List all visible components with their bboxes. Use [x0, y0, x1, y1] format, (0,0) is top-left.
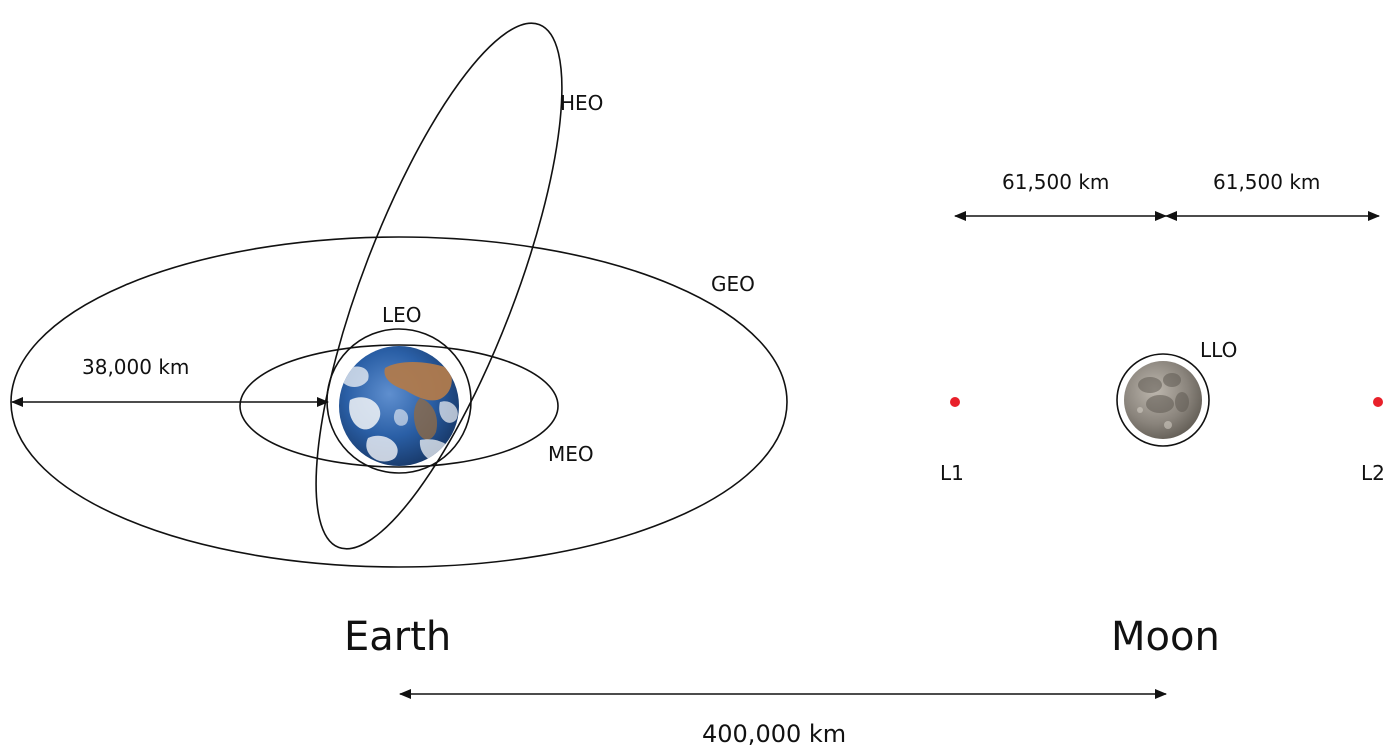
moon-globe [1124, 361, 1202, 439]
meo-label: MEO [548, 442, 594, 466]
l1-moon-distance: 61,500 km [1002, 170, 1109, 194]
moon-title: Moon [1111, 614, 1220, 660]
earth-title: Earth [344, 614, 451, 660]
l2-point [1373, 397, 1383, 407]
heo-label: HEO [560, 91, 603, 115]
moon-l2-distance: 61,500 km [1213, 170, 1320, 194]
earth-moon-distance: 400,000 km [702, 720, 846, 748]
l2-label: L2 [1361, 461, 1385, 485]
geo-label: GEO [711, 272, 755, 296]
heo-orbit [315, 22, 563, 550]
earth-globe [339, 346, 459, 466]
l1-point [950, 397, 960, 407]
llo-orbit [1116, 353, 1210, 447]
llo-label: LLO [1200, 338, 1237, 362]
leo-label: LEO [382, 303, 422, 327]
l1-label: L1 [940, 461, 964, 485]
geo-radius-distance: 38,000 km [82, 355, 189, 379]
